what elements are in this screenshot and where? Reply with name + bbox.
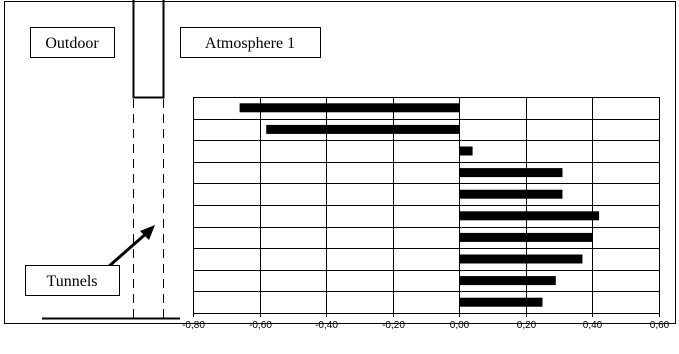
tunnels-box-frame bbox=[25, 265, 120, 296]
x-tick-label: -0,40 bbox=[315, 320, 338, 331]
bar-chart: -0,80 -0,60 -0,40 -0,20 0,00 0,20 0,40 0,60 bbox=[182, 97, 670, 331]
x-tick-label: 0,40 bbox=[583, 320, 603, 331]
x-tick-label: 0,20 bbox=[517, 320, 537, 331]
x-tick-label: 0,00 bbox=[450, 320, 470, 331]
outdoor-box: Outdoor bbox=[30, 27, 115, 58]
bars bbox=[239, 103, 600, 307]
atmosphere-box: Atmosphere 1 bbox=[180, 27, 321, 58]
bar bbox=[459, 189, 563, 199]
bar bbox=[459, 297, 543, 307]
outdoor-label: Outdoor bbox=[45, 35, 99, 52]
bar bbox=[459, 232, 593, 242]
duct-shape bbox=[132, 0, 165, 99]
atmosphere-label: Atmosphere 1 bbox=[205, 35, 295, 52]
x-axis-ticks: -0,80 -0,60 -0,40 -0,20 0,00 0,20 0,40 0,60 bbox=[182, 313, 670, 331]
x-tick-label: -0,20 bbox=[382, 320, 405, 331]
x-tick-label: 0,60 bbox=[650, 320, 670, 331]
arrow-shaft bbox=[106, 229, 150, 270]
arrow-head bbox=[140, 225, 155, 240]
bar bbox=[459, 146, 473, 156]
x-tick-label: -0,80 bbox=[182, 320, 205, 331]
tunnels-box: Tunnels bbox=[25, 265, 120, 296]
bar bbox=[459, 168, 563, 178]
x-tick-label: -0,60 bbox=[249, 320, 272, 331]
bar bbox=[459, 276, 556, 286]
tunnels-label: Tunnels bbox=[47, 273, 98, 290]
bar bbox=[459, 211, 600, 221]
atmosphere-box-frame bbox=[180, 27, 321, 58]
figure-frame bbox=[4, 1, 676, 324]
bar bbox=[239, 103, 460, 113]
bar bbox=[459, 254, 583, 264]
bar bbox=[266, 124, 460, 134]
outdoor-box-frame bbox=[30, 27, 115, 58]
tunnels-arrow bbox=[106, 225, 155, 270]
gridlines bbox=[193, 97, 660, 314]
